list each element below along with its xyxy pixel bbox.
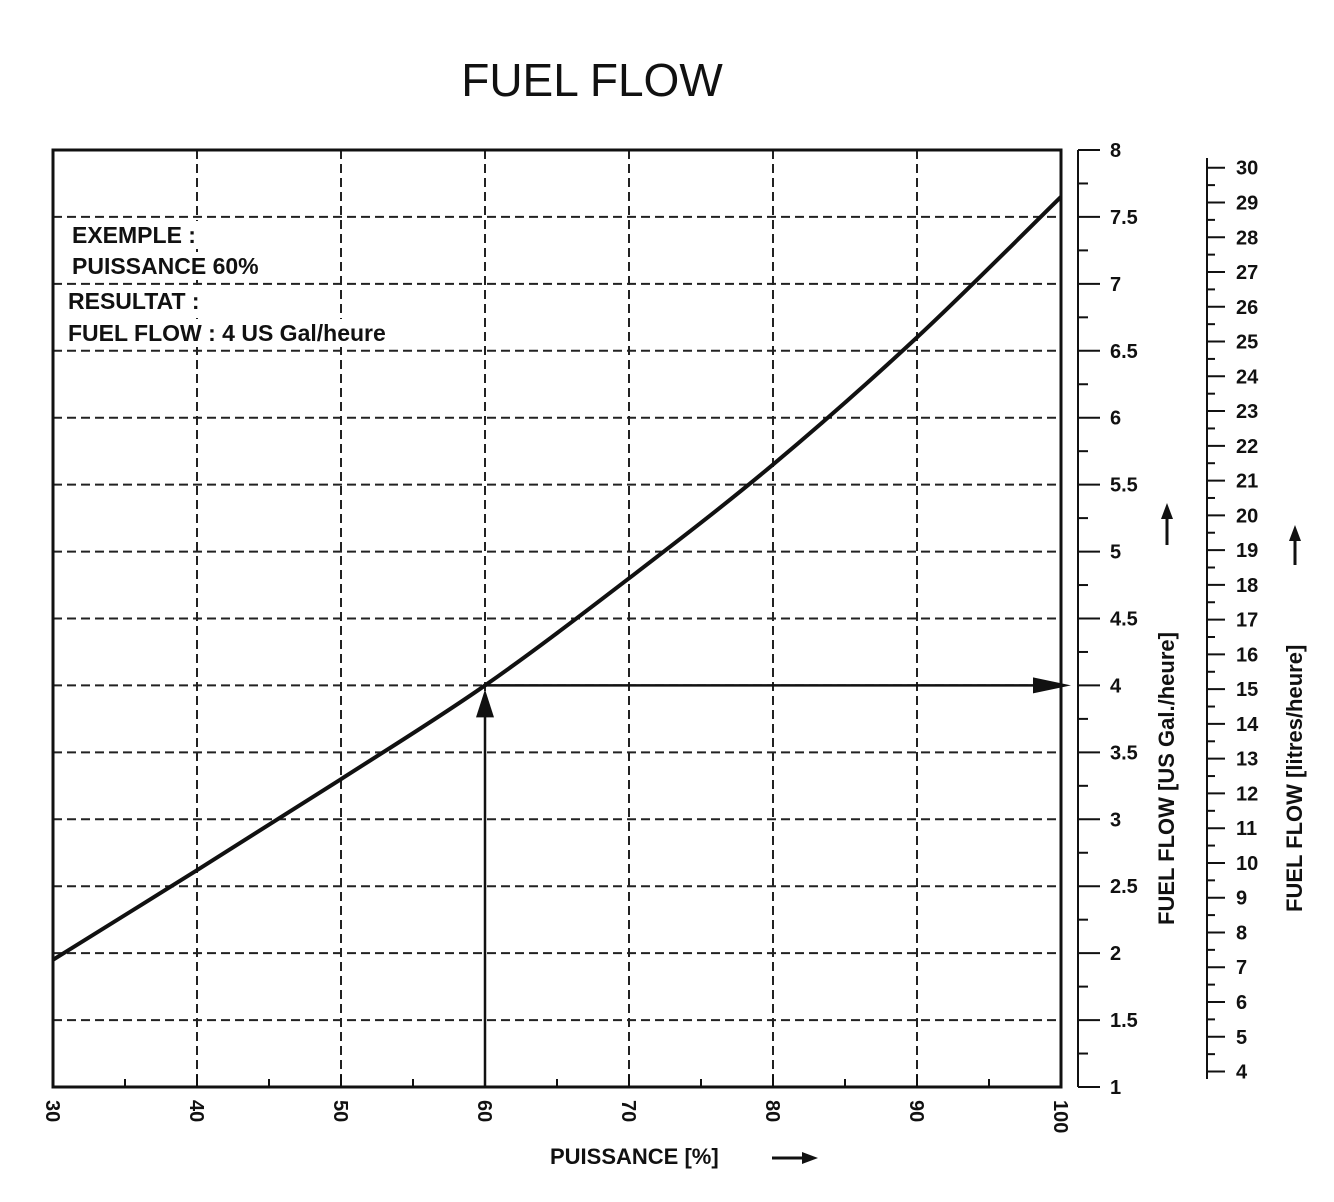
y2-tick-label: 16 bbox=[1236, 644, 1258, 666]
y2-tick-label: 8 bbox=[1236, 922, 1247, 944]
x-tick-label: 30 bbox=[41, 1100, 63, 1122]
y2-tick-label: 30 bbox=[1236, 158, 1258, 180]
y2-tick-label: 29 bbox=[1236, 192, 1258, 214]
x-tick-label: 90 bbox=[905, 1100, 927, 1122]
y2-tick-label: 4 bbox=[1236, 1062, 1248, 1084]
annotation-line: RESULTAT : bbox=[68, 288, 200, 314]
example-up-arrow bbox=[476, 689, 494, 718]
example-right-arrow bbox=[1033, 677, 1071, 694]
y-tick-label: 2.5 bbox=[1110, 876, 1138, 898]
y-tick-label: 2 bbox=[1110, 943, 1121, 965]
example-guide bbox=[476, 677, 1071, 1087]
y2-tick-label: 5 bbox=[1236, 1027, 1247, 1049]
fuel-flow-curve bbox=[51, 195, 1063, 962]
y2-tick-label: 10 bbox=[1236, 853, 1258, 875]
y-tick-label: 3.5 bbox=[1110, 742, 1138, 764]
y2-axis-label: FUEL FLOW [litres/heure] bbox=[1282, 645, 1307, 912]
x-axis-label: PUISSANCE [%] bbox=[550, 1144, 719, 1169]
y-tick-label: 3 bbox=[1110, 809, 1121, 831]
x-tick-label: 50 bbox=[329, 1100, 351, 1122]
y-axis-arrow-head bbox=[1161, 503, 1173, 519]
x-axis: 30 40 50 60 70 80 90 100 bbox=[41, 1075, 1071, 1133]
y2-tick-label: 23 bbox=[1236, 401, 1258, 423]
x-tick-label: 80 bbox=[761, 1100, 783, 1122]
y2-tick-label: 17 bbox=[1236, 610, 1258, 632]
y2-tick-label: 26 bbox=[1236, 297, 1258, 319]
annotation-bg bbox=[64, 319, 426, 347]
x-axis-arrow-head bbox=[802, 1152, 818, 1164]
y2-tick-label: 13 bbox=[1236, 749, 1258, 771]
y2-tick-label: 11 bbox=[1236, 818, 1257, 840]
annotation-bg bbox=[68, 252, 253, 280]
grid-lines bbox=[53, 150, 1061, 1087]
y2-tick-label: 20 bbox=[1236, 505, 1258, 527]
y-tick-label: 6.5 bbox=[1110, 341, 1138, 363]
y-axis-litres: 4 5 6 7 8 9 10 11 12 13 14 15 16 17 18 19 20 21 22 23 24 25 26… bbox=[1206, 158, 1259, 1084]
annotation-line: EXEMPLE : bbox=[72, 222, 196, 248]
y-tick-label: 5.5 bbox=[1110, 475, 1138, 497]
y2-tick-label: 14 bbox=[1236, 714, 1259, 736]
y2-tick-label: 7 bbox=[1236, 957, 1247, 979]
y-tick-label: 1.5 bbox=[1110, 1010, 1138, 1032]
axis-labels: PUISSANCE [%] FUEL FLOW [US Gal./heure] FU… bbox=[550, 503, 1307, 1169]
y2-tick-label: 18 bbox=[1236, 575, 1258, 597]
y2-tick-label: 21 bbox=[1236, 471, 1258, 493]
y-tick-label: 1 bbox=[1110, 1077, 1121, 1099]
y-tick-label: 7 bbox=[1110, 274, 1121, 296]
y-tick-label: 4.5 bbox=[1110, 609, 1138, 631]
y2-tick-label: 6 bbox=[1236, 992, 1247, 1014]
y2-tick-label: 22 bbox=[1236, 436, 1258, 458]
y-tick-label: 5 bbox=[1110, 542, 1121, 564]
y2-tick-label: 9 bbox=[1236, 888, 1247, 910]
x-tick-label: 70 bbox=[617, 1100, 639, 1122]
annotation-bg bbox=[64, 287, 208, 315]
y-tick-label: 6 bbox=[1110, 408, 1121, 430]
y2-tick-label: 15 bbox=[1236, 679, 1258, 701]
y2-tick-label: 25 bbox=[1236, 332, 1258, 354]
y-tick-label: 4 bbox=[1110, 675, 1122, 697]
y2-tick-label: 19 bbox=[1236, 540, 1258, 562]
annotation-bg bbox=[68, 221, 199, 249]
y-tick-label: 7.5 bbox=[1110, 207, 1138, 229]
y2-tick-label: 12 bbox=[1236, 783, 1258, 805]
annotation-line: FUEL FLOW : 4 US Gal/heure bbox=[68, 320, 386, 346]
y2-tick-label: 24 bbox=[1236, 366, 1259, 388]
y-tick-label: 8 bbox=[1110, 140, 1121, 162]
annotation-line: PUISSANCE 60% bbox=[72, 253, 259, 279]
y-axis-label: FUEL FLOW [US Gal./heure] bbox=[1154, 632, 1179, 925]
y2-axis-arrow-head bbox=[1289, 525, 1301, 541]
example-annotation: EXEMPLE : PUISSANCE 60% RESULTAT : FUEL FLO… bbox=[64, 221, 426, 347]
x-tick-label: 60 bbox=[473, 1100, 495, 1122]
x-tick-label: 40 bbox=[185, 1100, 207, 1122]
chart-title: FUEL FLOW bbox=[461, 54, 723, 106]
x-tick-label: 100 bbox=[1049, 1100, 1071, 1133]
y2-tick-label: 28 bbox=[1236, 227, 1258, 249]
y-axis-gal: 1 1.5 2 2.5 3 3.5 4 4.5 5 5.5 6 6.5 7 7.5 8 bbox=[1077, 140, 1138, 1099]
y2-tick-label: 27 bbox=[1236, 262, 1258, 284]
